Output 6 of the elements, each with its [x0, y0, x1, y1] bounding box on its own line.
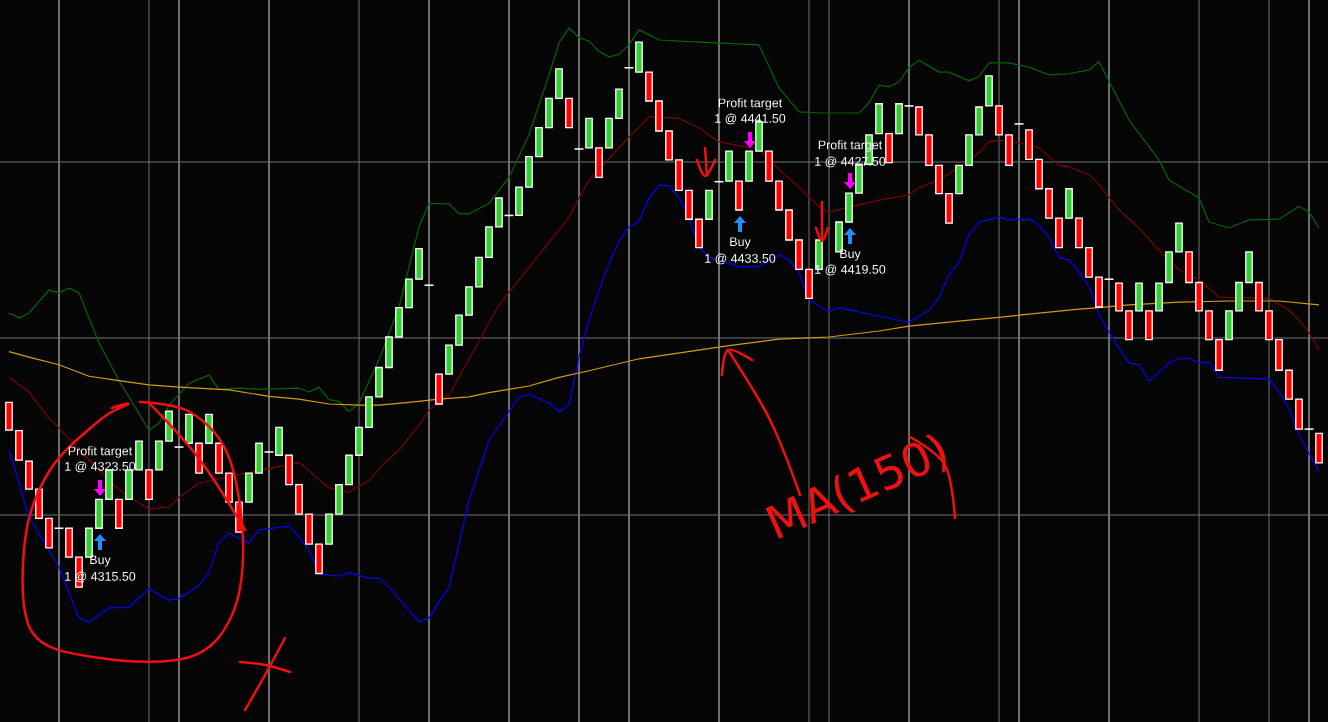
annotation: Buy: [90, 555, 111, 567]
annotation: Buy: [730, 237, 751, 249]
annotation: 1 @ 4441.50: [715, 113, 786, 125]
annotation: Profit target: [68, 446, 133, 458]
annotation: Buy: [840, 249, 861, 261]
annotation: Profit target: [718, 98, 783, 110]
